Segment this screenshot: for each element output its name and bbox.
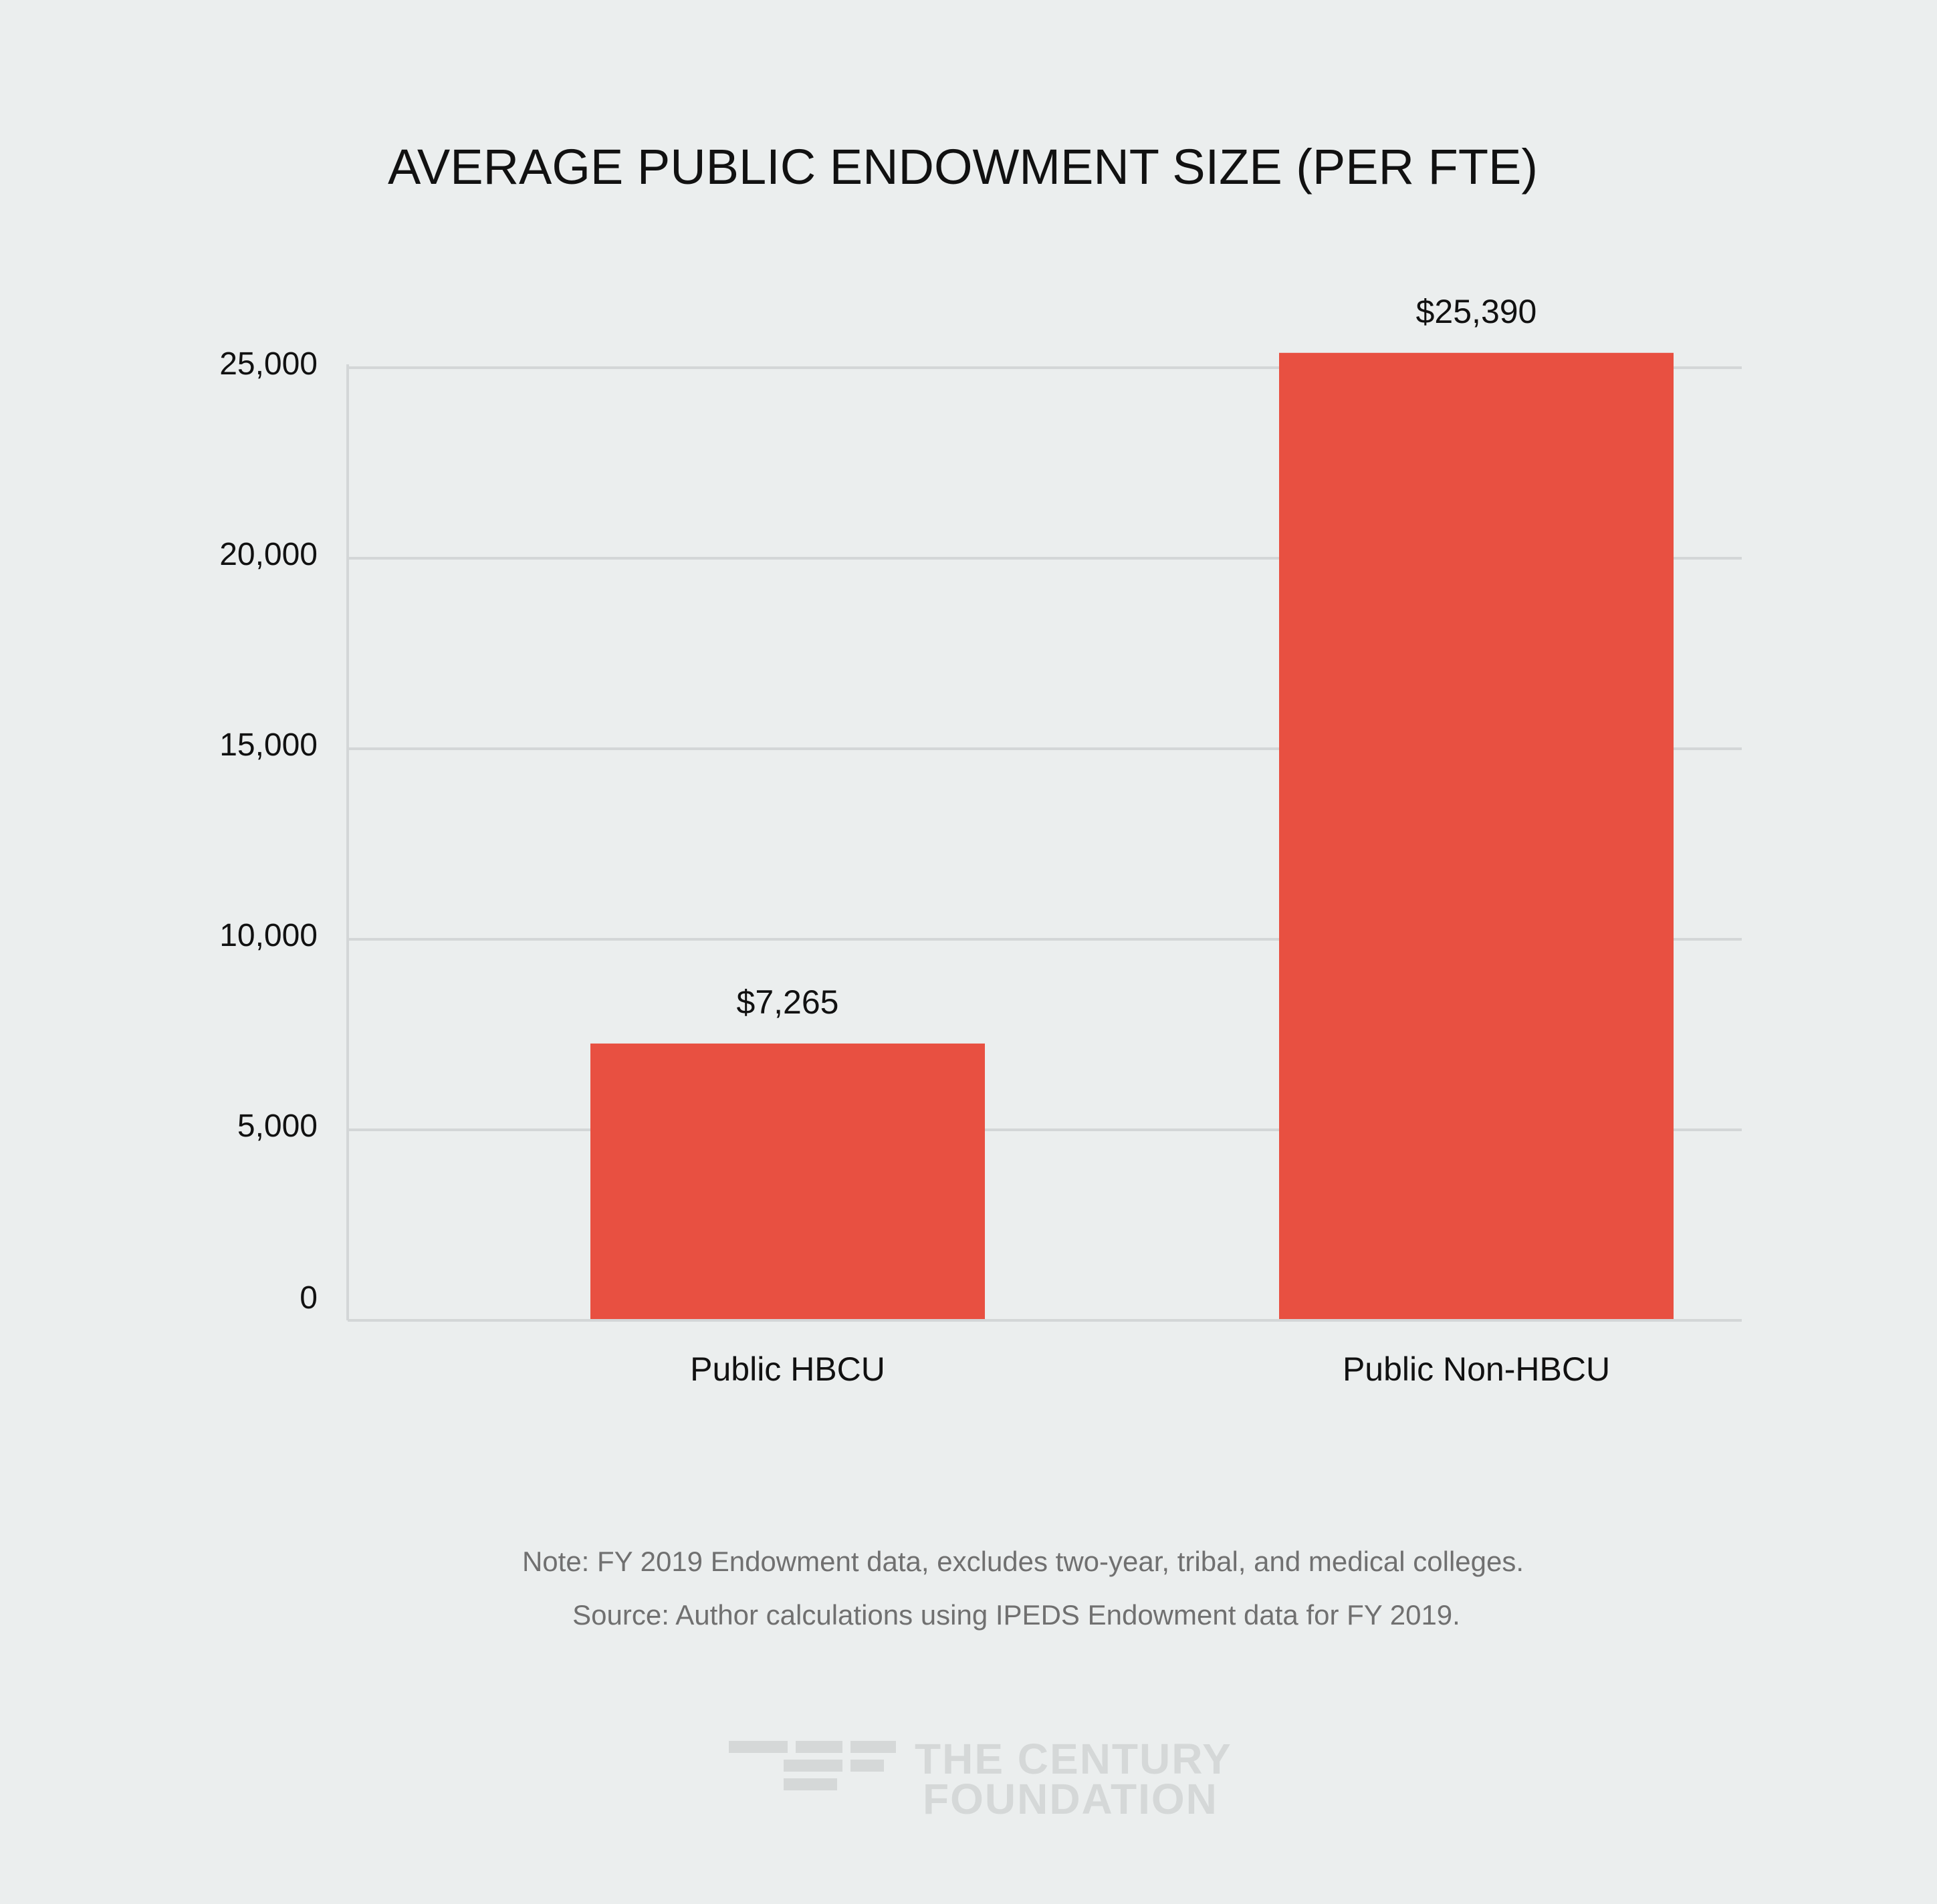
chart-source: Source: Author calculations using IPEDS … — [572, 1599, 1460, 1631]
y-tick-label: 10,000 — [219, 918, 318, 953]
category-labels: Public HBCU Public Non-HBCU — [690, 1350, 1610, 1388]
chart-title: AVERAGE PUBLIC ENDOWMENT SIZE (PER FTE) — [388, 139, 1538, 195]
logo-bar — [729, 1741, 788, 1753]
y-tick-label: 25,000 — [219, 346, 318, 382]
y-tick-label: 15,000 — [219, 727, 318, 763]
y-tick-label: 5,000 — [237, 1108, 318, 1144]
century-foundation-logo: THE CENTURY FOUNDATION — [729, 1735, 1232, 1823]
bar-value-label: $7,265 — [737, 983, 839, 1021]
logo-text-line2: FOUNDATION — [923, 1775, 1218, 1823]
logo-bar — [784, 1760, 842, 1772]
logo-bar — [850, 1760, 884, 1772]
bar-value-label: $25,390 — [1416, 293, 1537, 330]
logo-text-line1: THE CENTURY — [915, 1735, 1232, 1783]
category-label: Public Non-HBCU — [1343, 1350, 1610, 1388]
y-tick-label: 20,000 — [219, 537, 318, 572]
bars — [590, 352, 1674, 1320]
category-label: Public HBCU — [690, 1350, 885, 1388]
chart-note: Note: FY 2019 Endowment data, excludes t… — [522, 1546, 1524, 1577]
logo-bar — [784, 1778, 837, 1790]
y-tick-label: 0 — [300, 1280, 318, 1316]
bar — [1279, 352, 1674, 1320]
value-labels: $7,265 $25,390 — [737, 293, 1537, 1021]
logo-bar — [850, 1741, 896, 1753]
logo-bar — [796, 1741, 842, 1753]
bar — [590, 1043, 985, 1320]
y-axis-ticks: 0 5,000 10,000 15,000 20,000 25,000 — [219, 346, 318, 1316]
